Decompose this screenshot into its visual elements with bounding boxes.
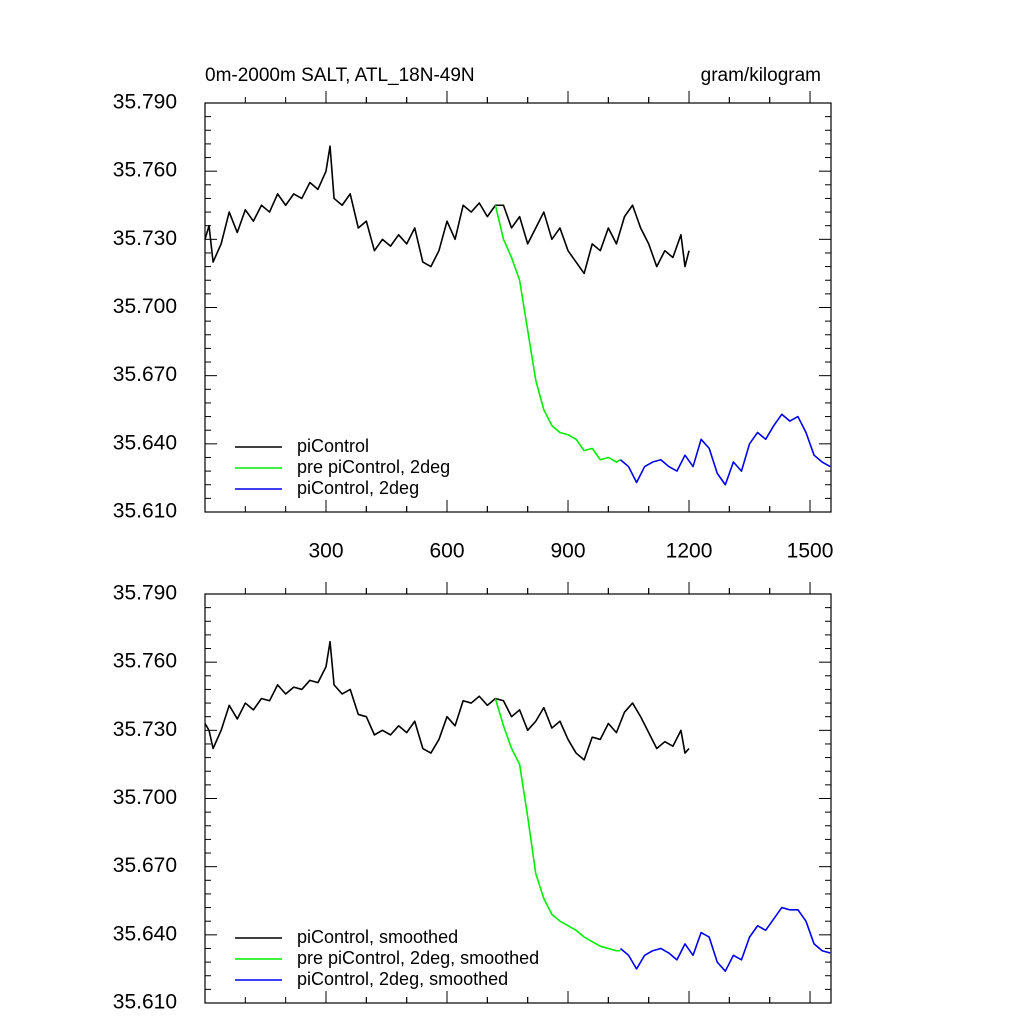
chart-title: 0m-2000m SALT, ATL_18N-49N — [205, 65, 475, 86]
y-tick-label: 35.790 — [113, 91, 177, 114]
y-tick-label: 35.640 — [113, 922, 177, 945]
y-tick-label: 35.700 — [113, 786, 177, 809]
y-tick-label: 35.730 — [113, 227, 177, 250]
series-line — [204, 145, 690, 275]
x-tick-label: 900 — [550, 540, 585, 563]
x-tick-label: 600 — [429, 540, 464, 563]
x-tick-label: 300 — [308, 540, 343, 563]
y-tick-label: 35.700 — [113, 295, 177, 318]
y-tick-label: 35.760 — [113, 650, 177, 673]
units-label: gram/kilogram — [701, 65, 821, 86]
series-line — [204, 640, 690, 761]
legend-text: piControl, 2deg, smoothed — [297, 969, 508, 989]
y-tick-label: 35.730 — [113, 718, 177, 741]
y-tick-label: 35.640 — [113, 431, 177, 454]
y-tick-label: 35.760 — [113, 159, 177, 182]
series-line — [619, 906, 831, 972]
legend-text: piControl, smoothed — [297, 927, 458, 947]
x-tick-label: 1200 — [666, 540, 713, 563]
legend-text: piControl, 2deg — [297, 478, 419, 498]
y-tick-label: 35.610 — [113, 500, 177, 523]
y-tick-label: 35.610 — [113, 991, 177, 1014]
series-line — [494, 205, 621, 463]
x-tick-label: 1500 — [787, 540, 834, 563]
series-line — [494, 698, 621, 952]
legend-text: pre piControl, 2deg — [297, 457, 450, 477]
legend-text: pre piControl, 2deg, smoothed — [297, 948, 539, 968]
y-tick-label: 35.670 — [113, 854, 177, 877]
legend-text: piControl — [297, 436, 369, 456]
y-tick-label: 35.790 — [113, 582, 177, 605]
series-line — [619, 413, 831, 486]
y-tick-label: 35.670 — [113, 363, 177, 386]
